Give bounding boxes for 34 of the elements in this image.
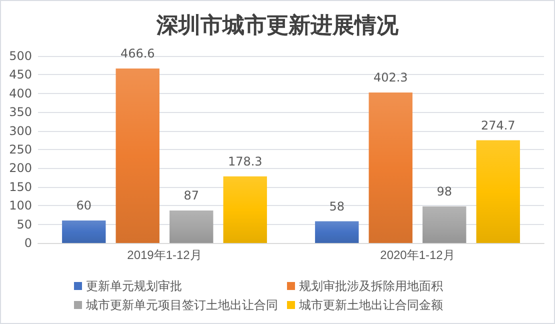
x-tick-label: 2020年1-12月 [380,248,455,262]
y-tick-label: 150 [9,180,32,194]
data-label: 98 [436,184,452,198]
chart-title: 深圳市城市更新进展情况 [156,12,400,38]
bar [223,176,267,243]
legend-label: 城市更新土地出让合同金额 [298,298,443,312]
legend-label: 规划审批涉及拆除用地面积 [299,279,443,293]
y-tick-label: 50 [16,217,32,232]
data-label: 178.3 [228,154,262,168]
y-tick-label: 300 [9,124,32,138]
data-label: 58 [329,199,345,214]
bar [368,92,412,243]
y-tick-label: 500 [9,49,32,63]
bar [170,210,214,243]
legend-label: 更新单元规划审批 [86,279,182,293]
y-tick-label: 200 [9,161,32,176]
bar [116,68,160,243]
bar [62,220,106,243]
y-tick-label: 450 [9,68,32,82]
bar [315,221,359,243]
data-label: 402.3 [373,70,408,85]
legend-label: 城市更新单元项目签订土地出让合同 [85,298,278,312]
y-tick-label: 250 [9,142,32,156]
y-tick-label: 0 [24,236,32,250]
y-tick-label: 350 [9,105,32,120]
data-label: 60 [76,198,92,213]
data-label: 466.6 [120,46,155,60]
bar [476,140,520,243]
y-tick-label: 100 [9,198,32,213]
y-tick-label: 400 [9,86,32,100]
bar [422,206,466,243]
x-tick-label: 2019年1-12月 [127,248,202,262]
data-label: 274.7 [480,118,516,132]
data-label: 87 [184,188,200,202]
